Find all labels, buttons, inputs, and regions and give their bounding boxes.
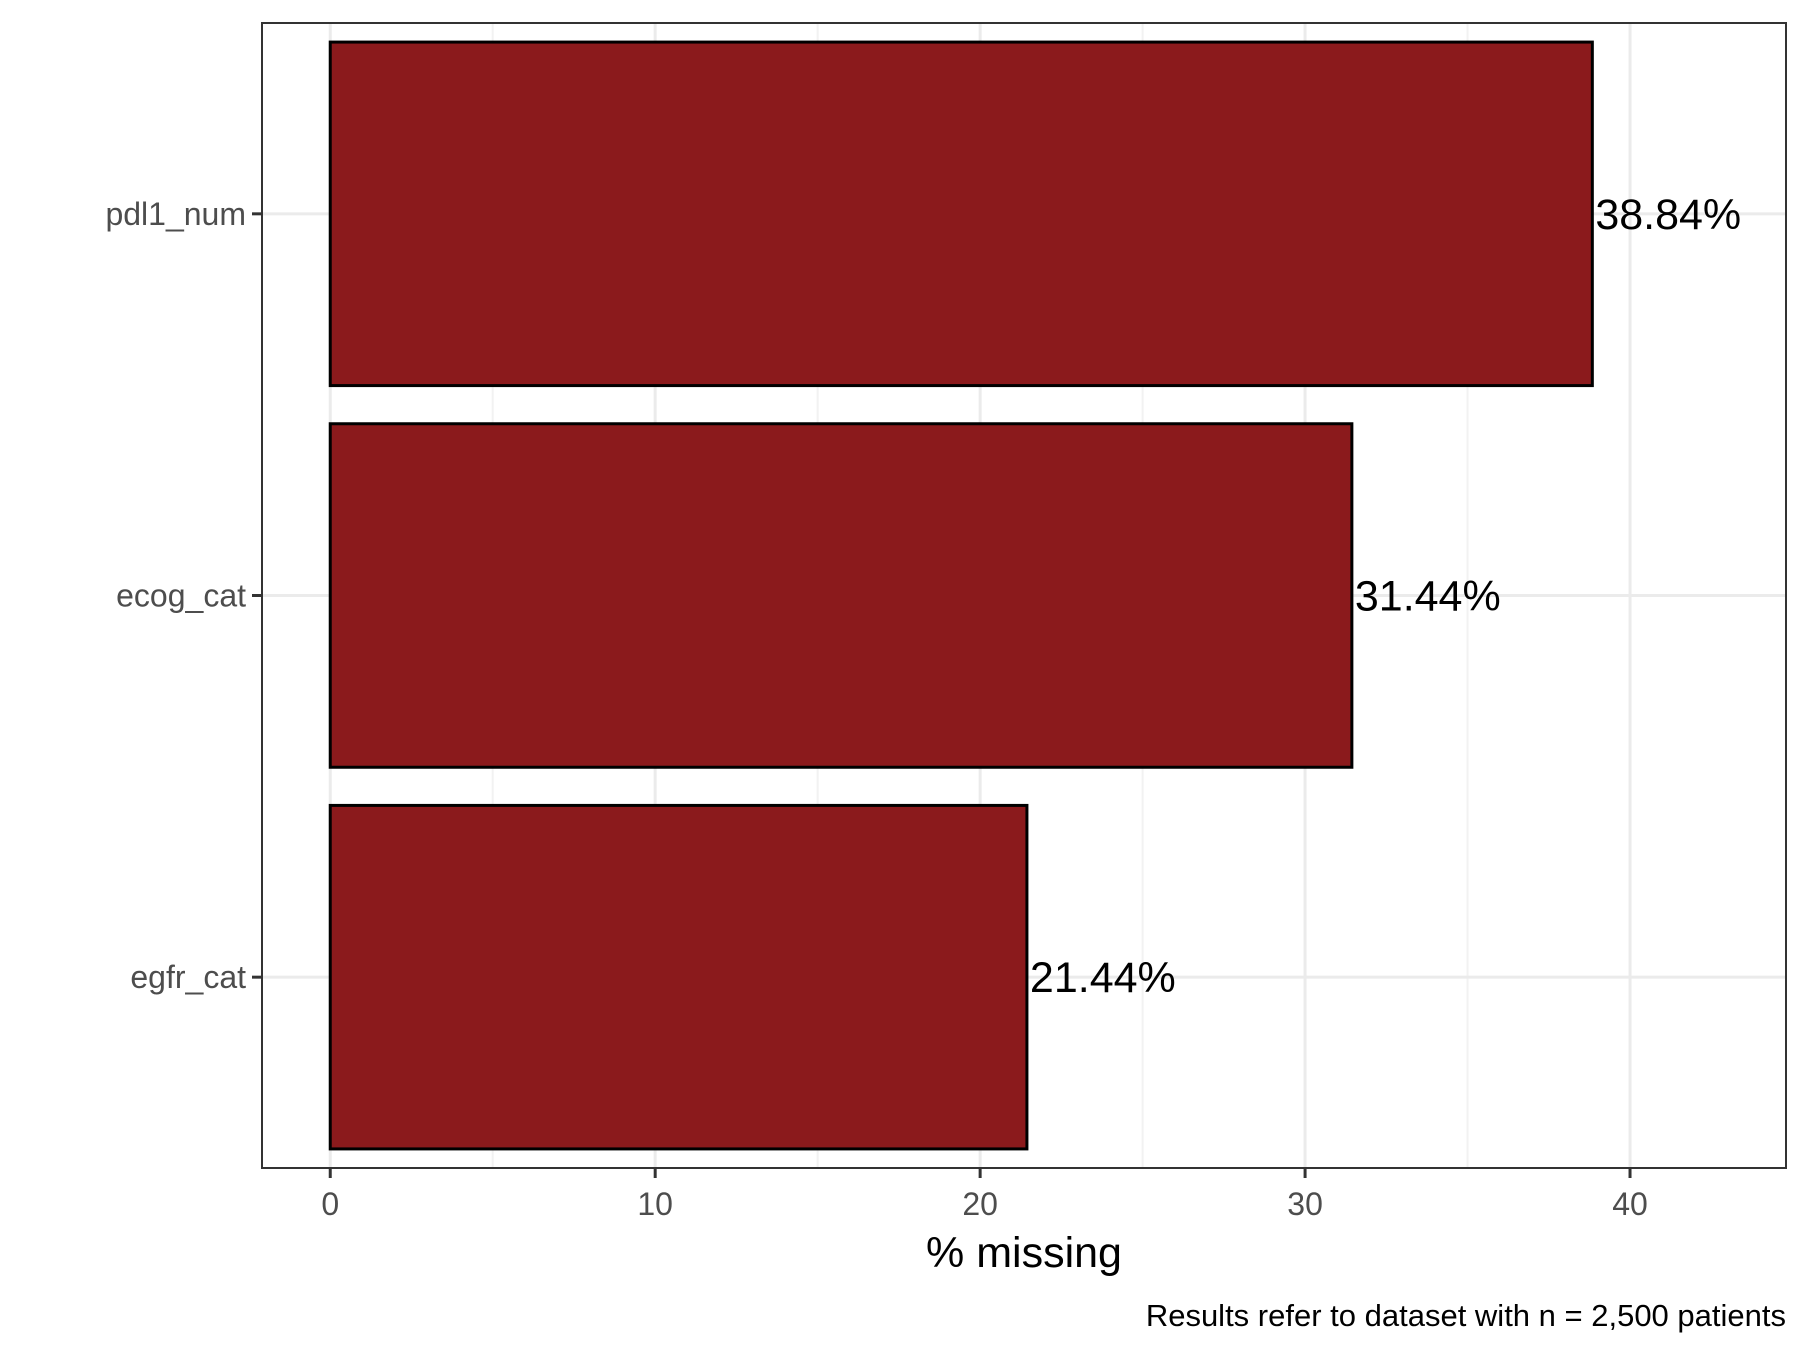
y-tick-label: egfr_cat [130, 959, 246, 995]
data-label-ecog_cat: 31.44% [1355, 573, 1501, 621]
bar-pdl1_num [328, 40, 1594, 388]
x-axis-title: % missing [926, 1229, 1122, 1277]
x-tick-label: 30 [1287, 1186, 1323, 1222]
y-axis: pdl1_num ecog_cat egfr_cat [105, 196, 262, 995]
x-tick-label: 40 [1612, 1186, 1648, 1222]
data-label-egfr_cat: 21.44% [1030, 954, 1176, 1002]
x-tick-label: 20 [962, 1186, 998, 1222]
data-labels: 38.84% 31.44% 21.44% [1030, 191, 1741, 1002]
y-tick-label: pdl1_num [105, 196, 246, 232]
x-tick-label: 10 [637, 1186, 673, 1222]
x-tick-label: 0 [321, 1186, 339, 1222]
data-label-pdl1_num: 38.84% [1595, 191, 1741, 239]
bar-egfr_cat [328, 803, 1029, 1151]
x-axis: 0 10 20 30 40 [321, 1168, 1648, 1222]
chart-caption: Results refer to dataset with n = 2,500 … [1146, 1298, 1786, 1333]
bars [328, 40, 1594, 1151]
y-tick-label: ecog_cat [116, 578, 246, 614]
bar-ecog_cat [328, 422, 1354, 769]
